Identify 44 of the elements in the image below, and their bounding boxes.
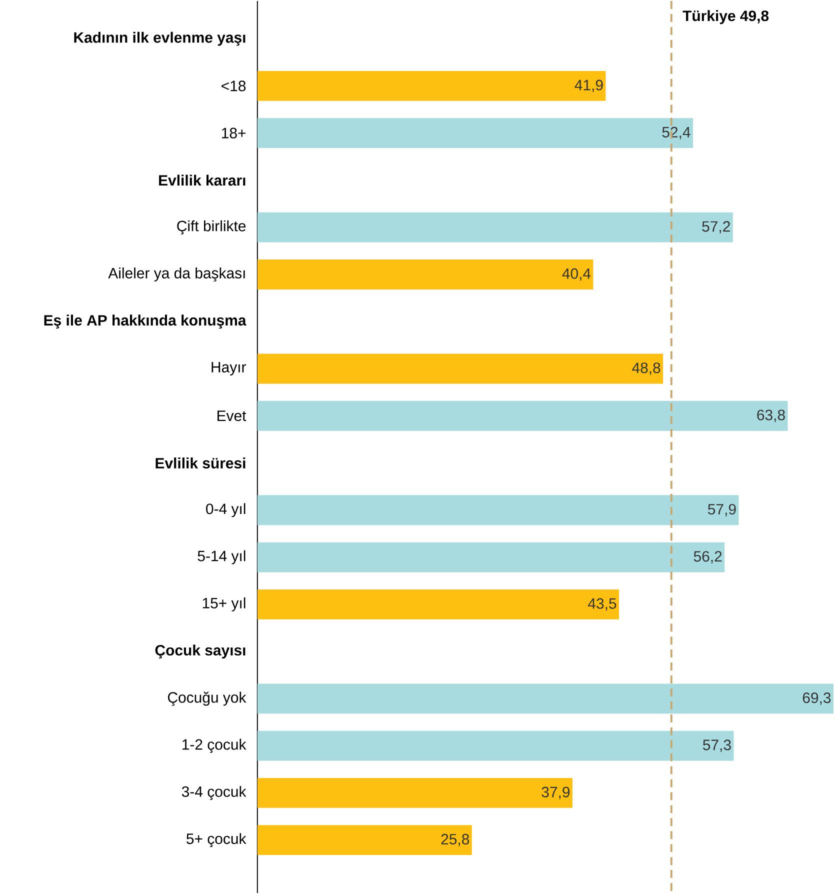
bar — [257, 589, 619, 620]
y-tick-label: Eş ile AP hakkında konuşma — [44, 314, 246, 329]
bar — [257, 778, 572, 808]
y-tick-label: 15+ yıl — [202, 597, 246, 612]
y-tick-label: Evlilik süresi — [156, 458, 246, 469]
data-label: 41,9 — [574, 80, 603, 92]
data-label: 48,8 — [632, 362, 660, 375]
data-label: 56,2 — [694, 551, 722, 564]
bar — [257, 70, 606, 101]
y-tick-label: 18+ — [222, 128, 246, 138]
data-label: 25,8 — [441, 834, 469, 846]
bar — [257, 212, 733, 242]
data-label: 69,3 — [802, 692, 831, 705]
bar — [257, 118, 693, 148]
y-tick-label: Aileler ya da başkası — [108, 267, 245, 282]
data-label: 57,3 — [702, 740, 731, 752]
y-tick-label: 5-14 yıl — [198, 550, 246, 564]
bar — [257, 495, 739, 526]
y-tick-label: Çocuğu yok — [168, 692, 246, 706]
data-label: 57,9 — [708, 504, 736, 516]
y-tick-label: Hayır — [212, 362, 246, 376]
bar — [257, 260, 594, 290]
y-tick-label: Evet — [217, 410, 246, 422]
y-tick-label: 0-4 yıl — [206, 503, 246, 518]
data-label: 37,9 — [542, 786, 570, 800]
data-label: 40,4 — [562, 268, 591, 281]
ref-line-label: Türkiye 49,8 — [682, 10, 769, 24]
data-label: 57,2 — [702, 221, 730, 234]
data-label: 43,5 — [588, 598, 616, 611]
y-tick-label: Kadının ilk evlenme yaşı — [74, 32, 246, 46]
y-tick-label: Evlilik kararı — [158, 174, 246, 186]
y-tick-label: 3-4 çocuk — [182, 786, 246, 800]
bar — [257, 730, 734, 761]
y-tick-label: <18 — [222, 80, 246, 92]
data-label: 63,8 — [757, 410, 785, 422]
bar — [257, 354, 663, 384]
y-tick-label: Çift birlikte — [177, 220, 246, 234]
y-tick-label: 1-2 çocuk — [182, 738, 246, 753]
y-tick-label: 5+ çocuk — [186, 833, 246, 848]
y-tick-label: Çocuk sayısı — [155, 644, 246, 659]
bar — [257, 684, 834, 714]
bar — [257, 542, 725, 572]
bar — [257, 825, 472, 856]
bar — [257, 400, 788, 431]
